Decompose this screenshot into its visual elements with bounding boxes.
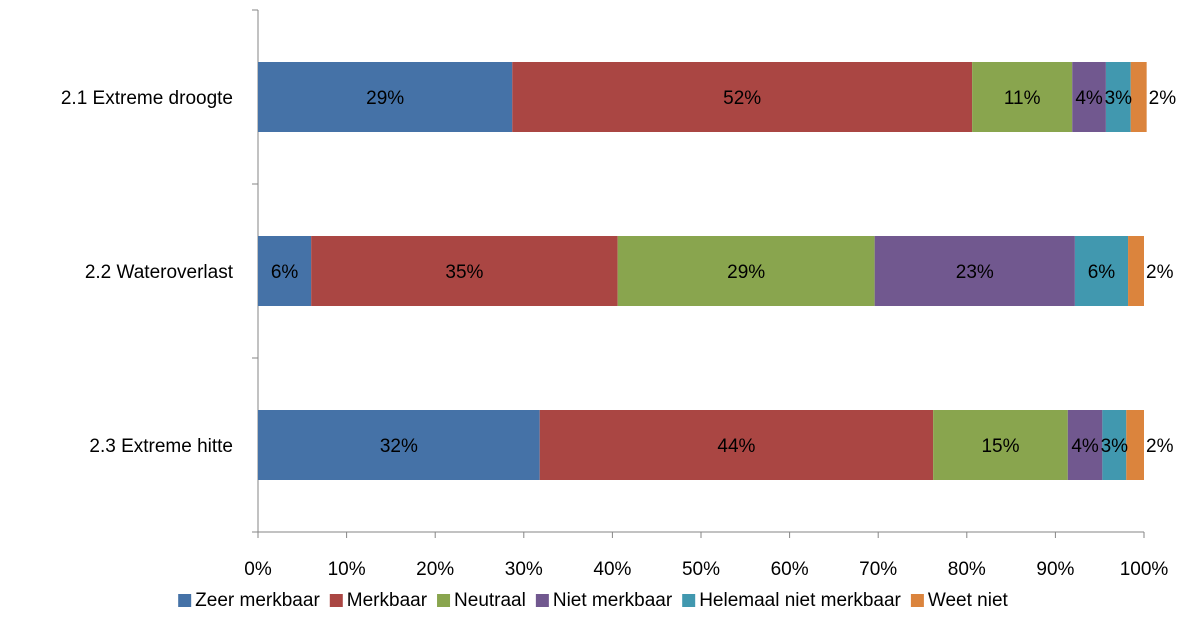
x-tick-label: 10%: [328, 559, 366, 580]
x-tick-label: 30%: [505, 559, 543, 580]
x-tick-label: 20%: [416, 559, 454, 580]
legend-item: Niet merkbaar: [535, 590, 673, 611]
data-label: 3%: [1101, 436, 1129, 457]
data-label: 4%: [1071, 436, 1099, 457]
legend-swatch: [682, 594, 696, 607]
bar-segment: [539, 410, 934, 480]
legend-swatch: [535, 594, 549, 607]
data-label: 29%: [727, 262, 765, 283]
data-labels: 29% 52% 11% 4% 3% 2%6% 35% 29% 23% 6% 2%32% 44% 15% 4…: [271, 88, 1176, 457]
bar-segment: [1126, 410, 1144, 480]
bar-segment: [512, 62, 973, 132]
data-label: 2%: [1149, 88, 1177, 109]
data-label: 2%: [1146, 436, 1174, 457]
legend-swatch: [910, 594, 924, 607]
legend-label: Helemaal niet merkbaar: [699, 590, 901, 611]
category-label: 2.2 Wateroverlast: [85, 262, 234, 283]
bar-segment: [311, 236, 618, 306]
bar-segment: [1128, 236, 1144, 306]
legend-item: Merkbaar: [329, 590, 428, 611]
data-label: 15%: [981, 436, 1019, 457]
bar-segment: [1074, 236, 1129, 306]
data-label: 35%: [445, 262, 483, 283]
data-label: 2%: [1146, 262, 1174, 283]
legend-label: Merkbaar: [347, 590, 428, 611]
legend-item: Weet niet: [910, 590, 1009, 611]
data-label: 4%: [1075, 88, 1103, 109]
bar-segment: [258, 62, 513, 132]
bar-segment: [1130, 62, 1147, 132]
legend-label: Weet niet: [928, 590, 1009, 611]
x-tick-label: 50%: [682, 559, 720, 580]
category-label: 2.1 Extreme droogte: [61, 88, 233, 109]
data-label: 23%: [956, 262, 994, 283]
data-label: 44%: [717, 436, 755, 457]
x-tick-label: 80%: [948, 559, 986, 580]
legend: Zeer merkbaar Merkbaar Neutraal Niet merkba…: [178, 590, 1009, 611]
data-label: 11%: [1004, 88, 1041, 109]
x-tick-label: 0%: [244, 559, 272, 580]
bar-segment: [933, 410, 1068, 480]
legend-swatch: [329, 594, 343, 607]
bars: [258, 62, 1147, 480]
legend-item: Neutraal: [437, 590, 526, 611]
bar-segment: [258, 410, 540, 480]
data-label: 6%: [271, 262, 299, 283]
x-tick-label: 90%: [1036, 559, 1074, 580]
bar-segment: [972, 62, 1073, 132]
x-tick-label: 40%: [593, 559, 631, 580]
bar-segment: [874, 236, 1075, 306]
legend-swatch: [437, 594, 451, 607]
data-label: 32%: [380, 436, 418, 457]
axes: 0% 10% 20% 30% 40% 50% 60% 70% 80% 90% 100% 2.1 Ext…: [61, 9, 1169, 580]
data-label: 3%: [1105, 88, 1133, 109]
legend-label: Neutraal: [454, 590, 526, 611]
legend-label: Niet merkbaar: [553, 590, 673, 611]
legend-label: Zeer merkbaar: [195, 590, 320, 611]
x-tick-label: 100%: [1120, 559, 1169, 580]
legend-item: Zeer merkbaar: [178, 590, 320, 611]
legend-item: Helemaal niet merkbaar: [682, 590, 902, 611]
data-label: 52%: [723, 88, 761, 109]
data-label: 6%: [1088, 262, 1116, 283]
bar-segment: [617, 236, 875, 306]
bar-segment: [1072, 62, 1106, 132]
bar-segment: [1105, 62, 1131, 132]
category-label: 2.3 Extreme hitte: [89, 436, 233, 457]
legend-swatch: [178, 594, 192, 607]
x-tick-label: 60%: [771, 559, 809, 580]
bar-segment: [1102, 410, 1127, 480]
data-label: 29%: [366, 88, 404, 109]
bar-segment: [258, 236, 312, 306]
bar-segment: [1067, 410, 1103, 480]
x-tick-label: 70%: [859, 559, 897, 580]
